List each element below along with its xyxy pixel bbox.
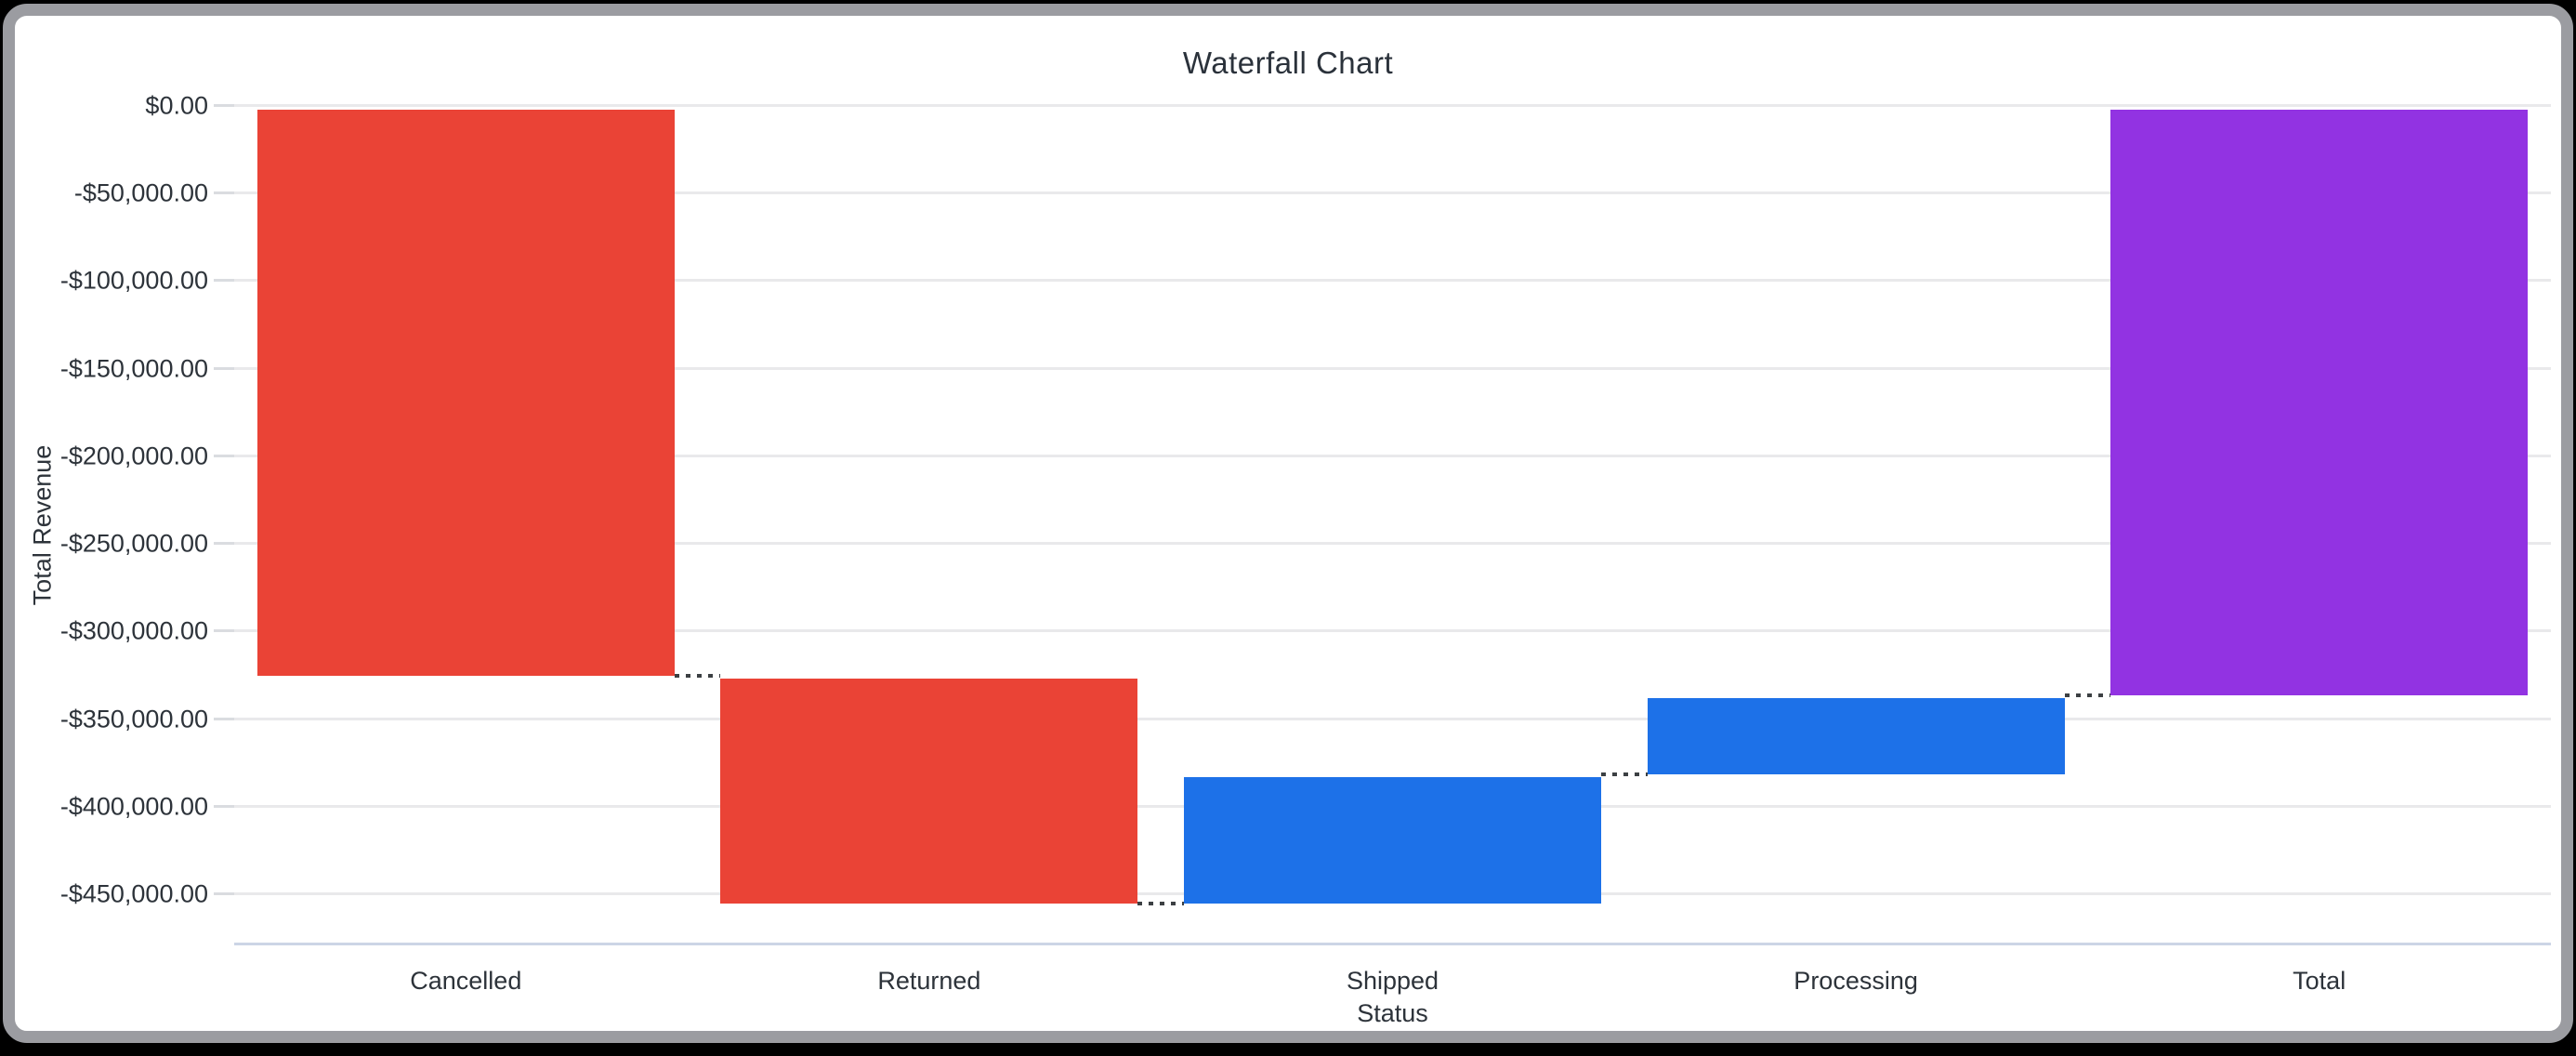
x-category-label-returned: Returned	[877, 967, 981, 995]
y-tick-mark	[214, 279, 234, 283]
y-tick-label: -$450,000.00	[59, 879, 208, 908]
y-gridline	[234, 279, 2551, 283]
y-tick-mark	[214, 804, 234, 808]
y-tick-mark	[214, 629, 234, 633]
y-tick-mark	[214, 454, 234, 457]
waterfall-connector	[1137, 902, 1184, 906]
y-tick-label: -$150,000.00	[59, 354, 208, 383]
x-category-label-cancelled: Cancelled	[410, 967, 522, 995]
chart-card: Waterfall Chart Total Revenue $0.00 -$50,…	[3, 4, 2573, 1043]
y-tick-label: -$300,000.00	[59, 616, 208, 645]
y-gridline	[234, 191, 2551, 195]
x-axis-title: Status	[1357, 999, 1428, 1027]
y-tick-mark	[214, 104, 234, 107]
y-gridline	[234, 454, 2551, 457]
y-tick-label: -$400,000.00	[59, 792, 208, 821]
y-tick-label: -$350,000.00	[59, 705, 208, 733]
y-tick-mark	[214, 542, 234, 546]
y-tick-mark	[214, 191, 234, 195]
plot-area: $0.00 -$50,000.00 -$100,000.00 -$150,000.00…	[15, 16, 2561, 1031]
y-tick-label: -$250,000.00	[59, 529, 208, 558]
y-tick-label: $0.00	[145, 91, 208, 120]
y-gridline	[234, 717, 2551, 720]
x-category-label-processing: Processing	[1794, 967, 1918, 995]
x-axis-line	[234, 943, 2551, 945]
y-tick-mark	[214, 717, 234, 720]
x-category-label-total: Total	[2293, 967, 2346, 995]
waterfall-connector	[1601, 772, 1648, 776]
bar-shipped[interactable]	[1184, 776, 1601, 904]
bar-cancelled[interactable]	[256, 110, 675, 677]
y-gridline	[234, 542, 2551, 546]
y-tick-label: -$50,000.00	[73, 178, 208, 207]
x-category-label-shipped: Shipped	[1346, 967, 1439, 995]
y-gridline	[234, 366, 2551, 370]
y-tick-label: -$200,000.00	[59, 442, 208, 470]
y-tick-mark	[214, 366, 234, 370]
bar-returned[interactable]	[720, 679, 1138, 904]
bar-total[interactable]	[2110, 110, 2529, 696]
chart-title: Waterfall Chart	[1182, 46, 1394, 80]
y-tick-label: -$100,000.00	[59, 266, 208, 295]
waterfall-connector	[2064, 693, 2111, 698]
waterfall-connector	[674, 674, 721, 679]
bar-processing[interactable]	[1647, 698, 2065, 774]
y-gridline	[234, 104, 2551, 107]
y-gridline	[234, 629, 2551, 633]
y-tick-mark	[214, 892, 234, 895]
